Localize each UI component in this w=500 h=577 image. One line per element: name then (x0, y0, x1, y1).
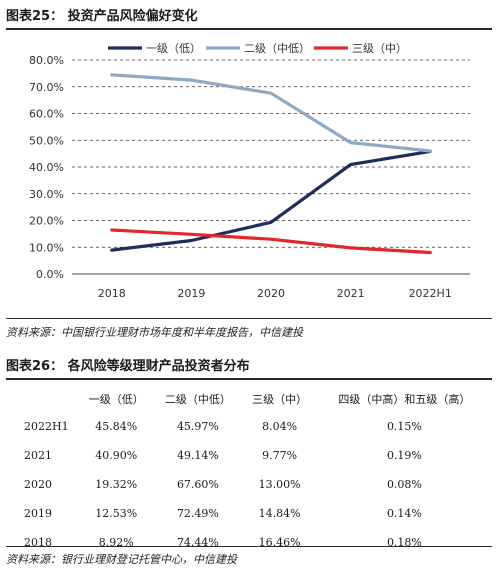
table-cell: 45.97% (176, 420, 219, 433)
row-label: 2022H1 (24, 420, 69, 433)
table-cell: 16.46% (258, 536, 301, 549)
table-cell: 19.32% (95, 478, 138, 491)
row-label: 2021 (24, 449, 52, 462)
legend-label: 一级（低） (146, 42, 201, 55)
series-line (110, 73, 432, 153)
y-tick-label: 20.0% (29, 215, 64, 228)
table-header-row: 一级（低） 二级（中低） 三级（中） 四级（中高）和五级（高） (6, 386, 492, 412)
table-cell: 74.44% (176, 536, 219, 549)
table-row: 2020 19.32% 67.60% 13.00% 0.08% (6, 470, 492, 499)
x-tick-label: 2018 (98, 287, 126, 300)
header-cell: 一级（低） (88, 393, 144, 406)
legend-label: 二级（中低） (244, 42, 310, 55)
risk-preference-line-chart: 一级（低） 二级（中低） 三级（中） 0.0% 10.0% 20.0% 30.0% 40.0… (29, 42, 470, 300)
table-cell: 67.60% (176, 478, 219, 491)
table-cell: 0.15% (386, 420, 422, 433)
legend-label: 三级（中） (352, 42, 407, 55)
row-label: 2018 (24, 536, 52, 549)
table-row: 2021 40.90% 49.14% 9.77% 0.19% (6, 441, 492, 470)
y-tick-label: 10.0% (29, 241, 64, 254)
table-cell: 0.19% (386, 449, 422, 462)
x-tick-label: 2022H1 (409, 287, 452, 300)
table-cell: 8.92% (98, 536, 134, 549)
header-cell: 三级（中） (252, 393, 308, 406)
y-tick-label: 0.0% (36, 268, 64, 281)
header-cell (6, 386, 79, 412)
y-tick-label: 40.0% (29, 161, 64, 174)
figure-26-source: 资料来源：银行业理财登记托管中心，中信建投 (6, 553, 237, 566)
table-cell: 14.84% (258, 507, 301, 520)
figure-25-bottom-rule (6, 318, 492, 319)
chart-legend: 一级（低） 二级（中低） 三级（中） (108, 42, 407, 55)
table-row: 2018 8.92% 74.44% 16.46% 0.18% (6, 528, 492, 557)
x-tick-label: 2021 (337, 287, 365, 300)
y-axis-ticks: 0.0% 10.0% 20.0% 30.0% 40.0% 50.0% 60.0% 70.0% 8… (29, 54, 64, 281)
table-cell: 12.53% (95, 507, 138, 520)
table-cell: 9.77% (262, 449, 298, 462)
chart-series-lines (110, 73, 432, 255)
series-line (110, 149, 432, 252)
table-cell: 8.04% (262, 420, 298, 433)
x-tick-label: 2019 (177, 287, 205, 300)
table-cell: 0.14% (386, 507, 422, 520)
investor-distribution-table: 一级（低） 二级（中低） 三级（中） 四级（中高）和五级（高） 2022H1 4… (6, 386, 492, 557)
figure-25-title-rule (6, 28, 492, 30)
figure-25-title: 图表25： 投资产品风险偏好变化 (6, 9, 198, 24)
table-cell: 45.84% (95, 420, 138, 433)
figure-25-source: 资料来源：中国银行业理财市场年度和半年度报告，中信建投 (6, 326, 303, 339)
y-tick-label: 50.0% (29, 134, 64, 147)
row-label: 2019 (24, 507, 52, 520)
table-cell: 40.90% (95, 449, 138, 462)
x-axis-ticks: 2018 2019 2020 2021 2022H1 (98, 287, 452, 300)
row-label: 2020 (24, 478, 52, 491)
figure-26-title: 图表26： 各风险等级理财产品投资者分布 (6, 359, 250, 374)
header-cell: 四级（中高）和五级（高） (338, 393, 471, 406)
table-cell: 0.08% (386, 478, 422, 491)
table-cell: 72.49% (176, 507, 219, 520)
y-tick-label: 70.0% (29, 81, 64, 94)
table-cell: 0.18% (386, 536, 422, 549)
y-tick-label: 60.0% (29, 108, 64, 121)
x-tick-label: 2020 (257, 287, 285, 300)
table-row: 2019 12.53% 72.49% 14.84% 0.14% (6, 499, 492, 528)
series-line (110, 228, 432, 255)
figure-26-bottom-rule (6, 546, 492, 547)
y-tick-label: 30.0% (29, 188, 64, 201)
table-cell: 49.14% (176, 449, 219, 462)
table-row: 2022H1 45.84% 45.97% 8.04% 0.15% (6, 412, 492, 441)
table-cell: 13.00% (258, 478, 301, 491)
header-cell: 二级（中低） (164, 393, 231, 406)
y-tick-label: 80.0% (29, 54, 64, 67)
figure-26-title-rule (6, 378, 492, 380)
